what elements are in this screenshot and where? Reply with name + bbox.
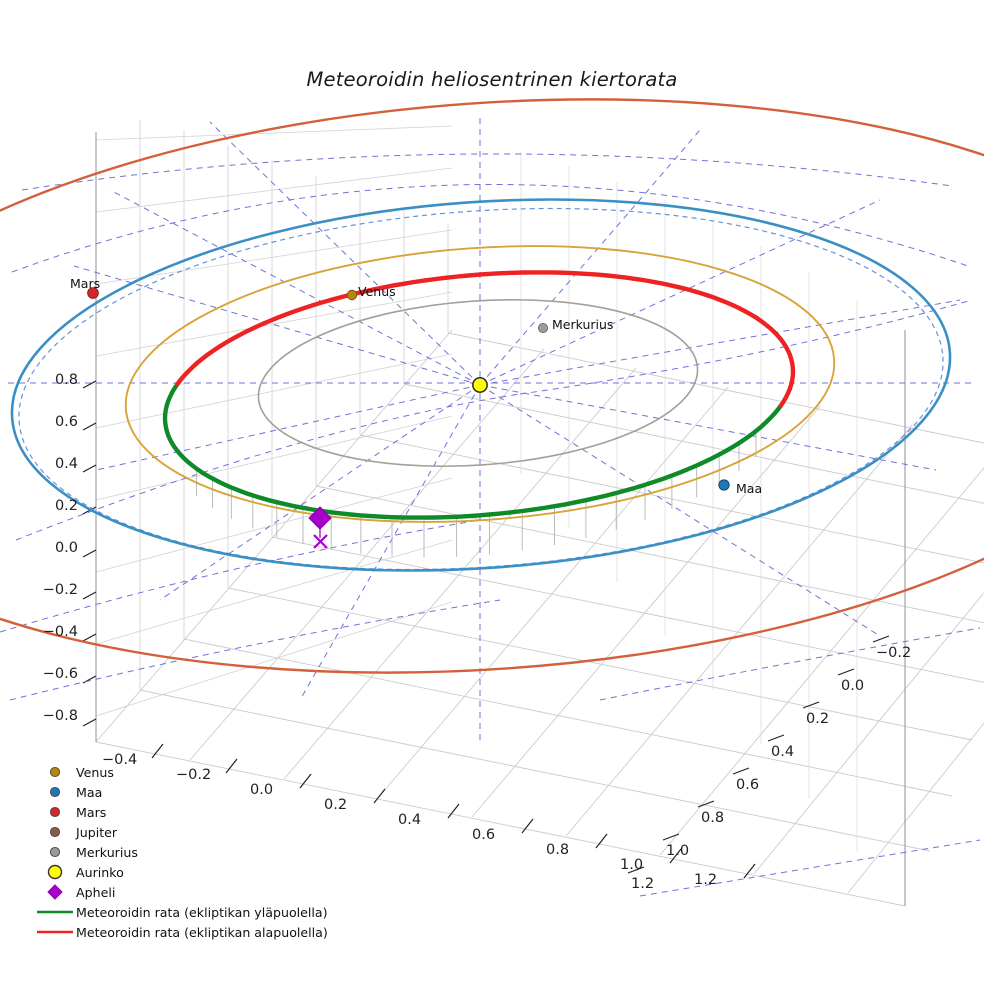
z-tick-0: 0.8 <box>54 372 78 388</box>
y-tick-6: 1.0 <box>666 843 690 859</box>
body-label-venus: Venus <box>358 284 396 299</box>
legend-label: Merkurius <box>76 844 138 860</box>
y-axis-ticks <box>627 635 890 874</box>
body-marker-mars <box>87 287 99 299</box>
legend-marker-line-icon <box>34 926 76 938</box>
legend-item-jupiter[interactable]: Jupiter <box>34 822 364 842</box>
meteoroid-orbit-above-ecliptic <box>162 382 783 520</box>
legend-marker-bigdot-icon <box>34 863 76 881</box>
legend-marker-line-icon <box>34 906 76 918</box>
y-tick-0: −0.2 <box>876 645 912 661</box>
x-tick-7: 1.0 <box>620 857 644 873</box>
orbit-venus <box>124 245 836 523</box>
orbit-maa <box>10 198 952 572</box>
legend-item-venus[interactable]: Venus <box>34 762 364 782</box>
y-tick-1: 0.0 <box>841 678 865 694</box>
legend-marker-dot-icon <box>34 803 76 821</box>
y-tick-3: 0.4 <box>771 744 795 760</box>
axis-spines <box>95 132 906 906</box>
legend-item-merkurius[interactable]: Merkurius <box>34 842 364 862</box>
body-marker-maa <box>718 479 730 491</box>
legend[interactable]: Venus Maa Mars Jupiter Merkurius Aurinko Aphel… <box>34 762 364 942</box>
aphelion-marker <box>308 506 332 530</box>
meteoroid-orbit <box>162 270 796 520</box>
z-axis-ticks <box>82 380 97 727</box>
x-tick-8: 1.2 <box>694 872 718 888</box>
x-tick-3: 0.2 <box>324 797 348 813</box>
orbit-maa-projection <box>18 207 944 571</box>
y-tick-2: 0.2 <box>806 711 830 727</box>
z-tick-1: 0.6 <box>54 414 78 430</box>
sun-marker <box>472 377 488 393</box>
x-tick-0: −0.4 <box>102 752 138 768</box>
y-tick-4: 0.6 <box>736 777 760 793</box>
legend-marker-diamond-icon <box>34 883 76 901</box>
legend-label: Apheli <box>76 884 116 900</box>
x-axis-ticks <box>151 743 756 879</box>
legend-item-apheli[interactable]: Apheli <box>34 882 364 902</box>
meteoroid-orbit-below-ecliptic <box>175 270 796 408</box>
orbit-mars <box>0 98 984 674</box>
x-tick-5: 0.6 <box>472 827 496 843</box>
legend-label: Mars <box>76 804 107 820</box>
y-tick-5: 0.8 <box>701 810 725 826</box>
body-marker-venus <box>346 289 358 301</box>
z-tick-8: −0.8 <box>42 708 78 724</box>
x-tick-4: 0.4 <box>398 812 422 828</box>
z-tick-5: −0.2 <box>42 582 78 598</box>
legend-marker-dot-icon <box>34 763 76 781</box>
legend-item-maa[interactable]: Maa <box>34 782 364 802</box>
x-tick-2: 0.0 <box>250 782 274 798</box>
legend-item-mars[interactable]: Mars <box>34 802 364 822</box>
z-tick-2: 0.4 <box>54 456 78 472</box>
legend-marker-dot-icon <box>34 783 76 801</box>
floor-grid <box>95 329 984 907</box>
x-tick-1: −0.2 <box>176 767 212 783</box>
body-label-mars: Mars <box>70 276 101 291</box>
z-tick-7: −0.6 <box>42 666 78 682</box>
legend-item-meteoroidin[interactable]: Meteoroidin rata (ekliptikan yläpuolella… <box>34 902 364 922</box>
right-wall-grid <box>520 152 906 906</box>
z-tick-6: −0.4 <box>42 624 78 640</box>
y-tick-7: 1.2 <box>631 876 655 892</box>
planet-markers <box>87 287 730 491</box>
z-tick-3: 0.2 <box>54 498 78 514</box>
legend-label: Meteoroidin rata (ekliptikan alapuolella… <box>76 924 328 940</box>
legend-marker-dot-icon <box>34 843 76 861</box>
legend-marker-dot-icon <box>34 823 76 841</box>
aphelion-projection-marker <box>313 534 328 549</box>
legend-label: Meteoroidin rata (ekliptikan yläpuolella… <box>76 904 328 920</box>
z-tick-4: 0.0 <box>54 540 78 556</box>
legend-label: Venus <box>76 764 114 780</box>
orbit-merkurius <box>257 298 699 468</box>
page-title: Meteoroidin heliosentrinen kiertorata <box>306 68 678 91</box>
legend-item-aurinko[interactable]: Aurinko <box>34 862 364 882</box>
body-label-merkurius: Merkurius <box>552 317 614 332</box>
body-label-maa: Maa <box>736 481 763 496</box>
legend-label: Maa <box>76 784 103 800</box>
body-marker-merkurius <box>538 322 549 333</box>
projection-stems <box>196 431 757 558</box>
legend-label: Jupiter <box>76 824 118 840</box>
legend-item-meteoroidin[interactable]: Meteoroidin rata (ekliptikan alapuolella… <box>34 922 364 942</box>
legend-label: Aurinko <box>76 864 124 880</box>
x-tick-6: 0.8 <box>546 842 570 858</box>
